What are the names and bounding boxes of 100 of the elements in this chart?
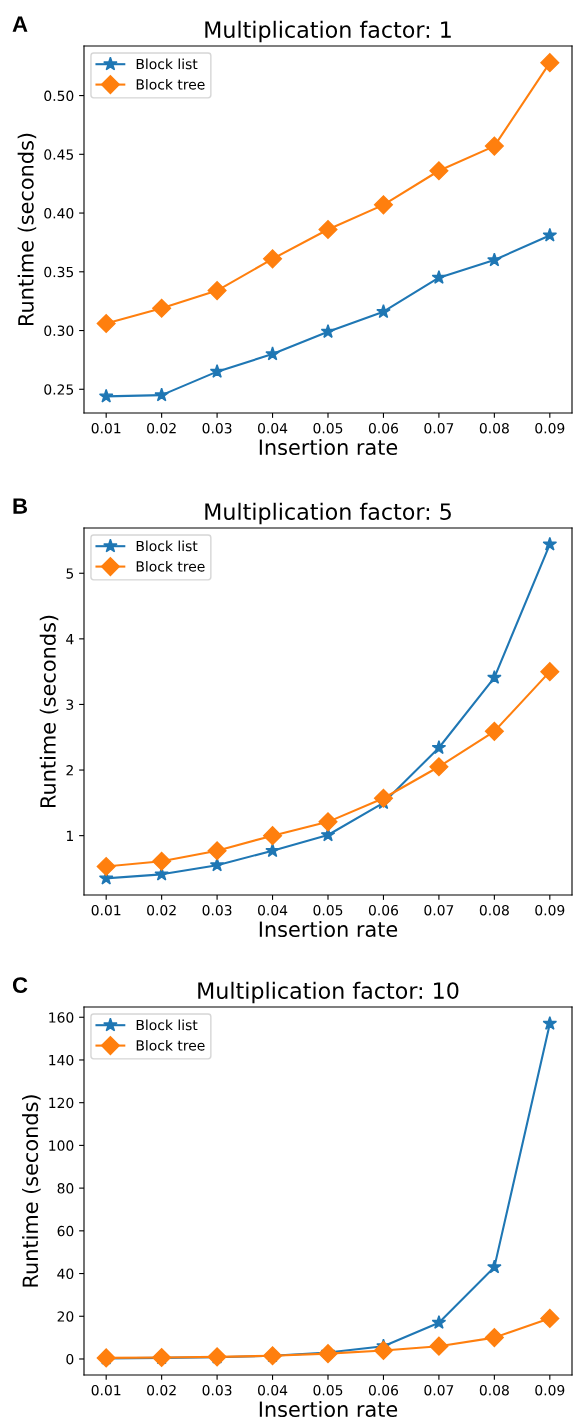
x-tick-label: 0.06 — [368, 904, 399, 916]
point — [542, 1016, 558, 1030]
y-tick-label: 140 — [49, 1054, 74, 1066]
text: A — [12, 16, 28, 32]
y-tick-label: 100 — [49, 1140, 74, 1151]
point — [484, 136, 504, 156]
y-tick-label: 80 — [57, 1183, 74, 1194]
chart-title: Multiplication factor: 5 — [205, 502, 451, 525]
legend-label: Block tree — [136, 1039, 205, 1051]
point — [98, 388, 114, 403]
point — [540, 1308, 560, 1328]
point — [429, 757, 449, 777]
y-tick-label: 40 — [57, 1268, 74, 1280]
point — [207, 281, 227, 301]
x-tick-label: 0.04 — [258, 422, 288, 434]
y-tick-label: 160 — [49, 1012, 74, 1023]
y-tick-label: 0.35 — [44, 266, 74, 278]
point — [376, 304, 391, 319]
y-tick-label: 2 — [66, 765, 73, 776]
x-tick-label: 0.02 — [147, 1384, 176, 1396]
x-tick-label: 0.01 — [91, 422, 121, 434]
x-tick-label: 0.09 — [535, 904, 565, 916]
point — [542, 536, 558, 551]
y-tick-label: 5 — [66, 568, 74, 579]
chart-title: Multiplication factor: 1 — [205, 20, 451, 43]
legend-label: Block list — [136, 58, 198, 70]
point — [487, 669, 502, 684]
y-tick-label: 0.50 — [44, 90, 74, 102]
y-tick-label: 3 — [66, 699, 74, 710]
point — [318, 812, 338, 832]
legend-label: Block tree — [136, 560, 205, 572]
point — [540, 662, 560, 682]
x-axis-title: Insertion rate — [259, 1400, 398, 1418]
point — [429, 161, 449, 181]
y-axis-title: Runtime (seconds) — [22, 1095, 41, 1287]
x-tick-label: 0.01 — [91, 1384, 121, 1396]
y-tick-label: 60 — [57, 1225, 74, 1237]
point — [542, 227, 558, 242]
point — [487, 252, 502, 267]
y-axis-title: Runtime (seconds) — [39, 615, 59, 807]
y-tick-label: 0.40 — [44, 208, 74, 219]
point — [429, 1336, 449, 1356]
y-axis-title: Runtime (seconds) — [17, 133, 37, 325]
x-tick-label: 0.03 — [202, 422, 232, 434]
legend-label: Block list — [136, 540, 198, 552]
point — [484, 1328, 504, 1348]
y-tick-label: 4 — [66, 634, 74, 645]
x-tick-label: 0.07 — [424, 904, 454, 916]
point — [431, 270, 447, 284]
y-tick-label: 0.45 — [44, 149, 74, 160]
x-tick-label: 0.03 — [202, 1384, 232, 1396]
y-tick-label: 0.30 — [44, 325, 74, 336]
x-tick-label: 0.08 — [479, 904, 509, 916]
point — [484, 721, 504, 741]
point — [373, 195, 393, 215]
y-tick-label: 120 — [49, 1097, 74, 1109]
x-axis-title: Insertion rate — [259, 920, 398, 938]
point — [320, 324, 336, 339]
x-tick-label: 0.05 — [313, 904, 343, 916]
y-tick-label: 1 — [66, 830, 73, 841]
x-tick-label: 0.08 — [479, 422, 509, 434]
x-tick-label: 0.01 — [91, 904, 121, 916]
x-tick-label: 0.05 — [313, 1384, 343, 1396]
x-tick-label: 0.03 — [202, 904, 232, 916]
x-tick-label: 0.07 — [424, 422, 454, 434]
chart-title: Multiplication factor: 10 — [198, 981, 459, 1004]
x-tick-label: 0.06 — [368, 1384, 399, 1396]
point — [96, 313, 116, 334]
point — [152, 298, 172, 318]
text: B — [13, 498, 28, 514]
point — [209, 364, 225, 378]
x-tick-label: 0.04 — [258, 1384, 288, 1396]
y-tick-label: 0 — [66, 1353, 74, 1365]
x-tick-label: 0.09 — [535, 422, 565, 434]
point — [373, 1340, 393, 1360]
x-tick-label: 0.02 — [147, 422, 176, 434]
x-tick-label: 0.08 — [479, 1384, 509, 1396]
point — [265, 843, 280, 858]
x-axis-title: Insertion rate — [259, 438, 398, 456]
x-tick-label: 0.04 — [258, 904, 288, 916]
point — [318, 219, 338, 240]
point — [263, 826, 283, 846]
point — [431, 1315, 447, 1329]
point — [373, 788, 393, 808]
point — [318, 1344, 338, 1364]
point — [431, 740, 447, 755]
point — [265, 346, 280, 361]
x-tick-label: 0.07 — [424, 1384, 454, 1396]
x-tick-label: 0.02 — [147, 904, 176, 916]
point — [96, 856, 116, 877]
point — [540, 53, 560, 73]
y-tick-label: 20 — [57, 1311, 74, 1322]
point — [487, 1259, 502, 1274]
legend-label: Block list — [136, 1019, 198, 1031]
y-tick-label: 0.25 — [44, 384, 74, 395]
point — [154, 387, 169, 402]
point — [207, 841, 227, 861]
point — [263, 249, 283, 269]
text: C — [12, 977, 28, 993]
point — [209, 857, 225, 872]
